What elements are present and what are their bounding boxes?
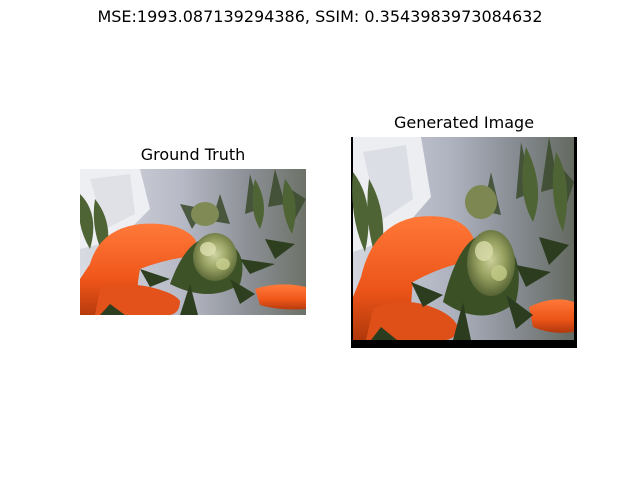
ground-truth-title: Ground Truth [140, 145, 246, 164]
generated-image [351, 137, 577, 348]
ground-truth-image [80, 169, 306, 315]
figure-suptitle: MSE:1993.087139294386, SSIM: 0.354398397… [97, 7, 543, 26]
generated-image-title: Generated Image [393, 113, 535, 132]
